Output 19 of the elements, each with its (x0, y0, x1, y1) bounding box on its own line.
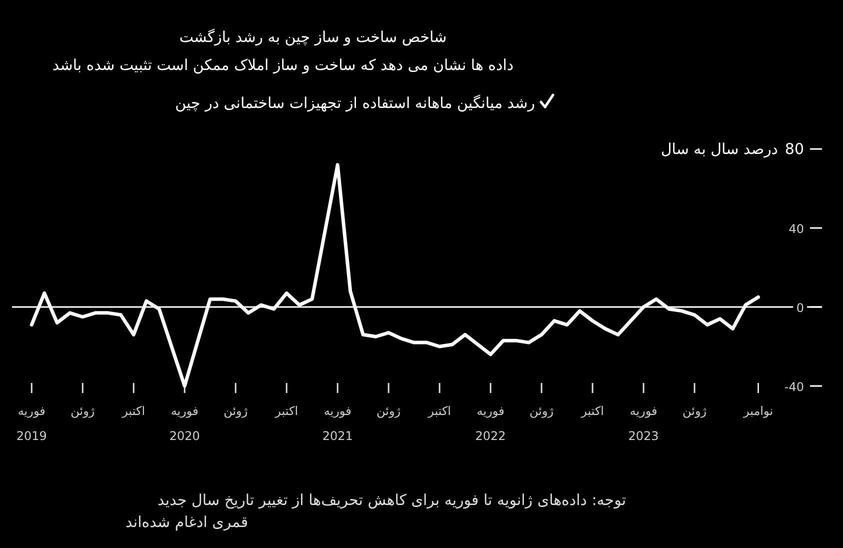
subtitle: داده ها نشان می دهد که ساخت و ساز املاک ممکن است تثبیت شده باشد (52, 56, 514, 74)
annotation: توجه: داده‌های ژانویه تا فوریه برای کاهش تحریف‌ها از تغییر تاریخ سال جدید قمری ادغام شده‌اند (126, 491, 626, 531)
x-tick-label: اکتبر (121, 404, 146, 418)
x-tick-label: اکتبر (580, 404, 604, 418)
x-tick-label: نوامبر (742, 404, 774, 418)
y-tick-label: -40 (784, 380, 804, 394)
y-tick-label: 0 (796, 301, 804, 315)
x-tick-label: اکتبر (427, 404, 452, 418)
title: شاخص ساخت و ساز چین به رشد بازگشت (179, 28, 447, 46)
x-tick-label: ژوئن (70, 404, 95, 418)
x-tick-label: ژوئن (682, 404, 707, 418)
x-tick-label: ژوئن (224, 404, 248, 418)
y-tick-label: 80 (784, 140, 804, 158)
x-tick-label: ژوئن (376, 404, 401, 418)
ylabel: درصد سال به سال (660, 140, 778, 158)
legend-label: رشد میانگین ماهانه استفاده از تجهیزات ساختمانی در چین (175, 94, 535, 112)
x-tick-label: اکتبر (274, 404, 298, 418)
x-tick-label: ژوئن (530, 404, 554, 418)
y-tick-label: 40 (788, 222, 804, 236)
